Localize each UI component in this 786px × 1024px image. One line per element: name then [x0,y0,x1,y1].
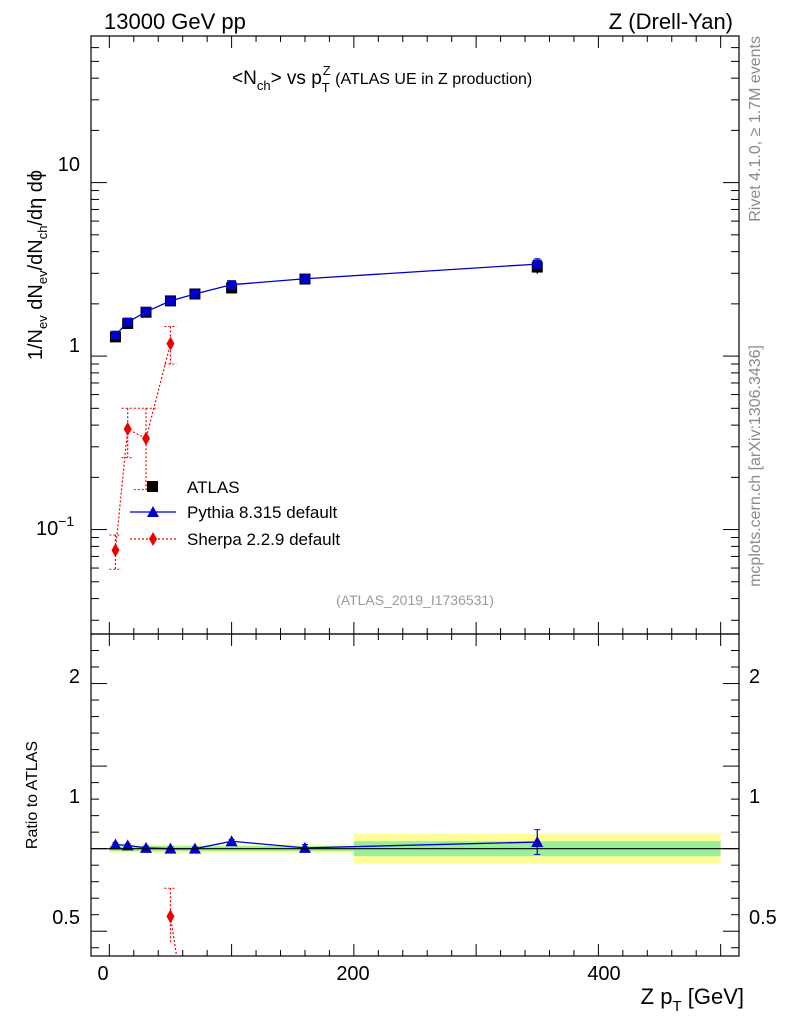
pythia-point [532,259,542,269]
ratio-pythia-point [121,839,134,851]
legend-entry-pythia: Pythia 8.315 default [130,503,338,522]
ratio-sherpa-line-right [169,916,178,956]
ratio-panel: 2 1 0.5 2 1 0.5 Ratio to ATLAS 0 200 400… [24,633,777,1015]
main-panel: <Nch> vs pTZ (ATLAS UE in Z production) … [25,35,740,635]
sherpa-point [142,431,151,446]
ratio-ytick-1-right: 1 [749,786,760,808]
sherpa-line [114,343,172,551]
ratio-sherpa-line-left [163,955,165,956]
rivet-version: Rivet 4.1.0, ≥ 1.7M events [747,36,764,222]
ytick-label-10: 10 [58,154,80,176]
plot-title: <Nch> vs pTZ (ATLAS UE in Z production) [232,63,532,95]
ratio-frame [90,633,740,957]
energy-label: 13000 GeV pp [104,9,246,34]
ratio-ytick-2: 2 [69,666,80,688]
pythia-point [227,280,237,290]
xtick-0: 0 [97,963,108,985]
ratio-pythia-point [140,841,153,853]
xlabel: Z pT [GeV] [641,984,744,1015]
legend-label-pythia: Pythia 8.315 default [187,503,338,522]
process-label: Z (Drell-Yan) [609,9,733,34]
ytick-label-0.1: 10−1 [36,513,74,540]
pythia-point [141,307,151,317]
ratio-ytick-0.5: 0.5 [52,907,80,929]
ratio-ytick-0.5-right: 0.5 [749,907,777,929]
ratio-ytick-1: 1 [69,786,80,808]
mcplots-credit: mcplots.cern.ch [arXiv:1306.3436] [747,345,764,587]
ytick-label-1: 1 [69,335,80,357]
analysis-id: (ATLAS_2019_I1736531) [336,592,494,608]
ratio-pythia-point [109,838,122,850]
pythia-point [300,274,310,284]
ratio-ytick-2-right: 2 [749,666,760,688]
pythia-point [190,289,200,299]
pythia-line [114,263,538,336]
main-ylabel: 1/Nev dNev/dNch/dη dϕ [25,170,50,360]
pythia-point [123,317,133,327]
sherpa-point [166,336,175,351]
xtick-400: 400 [587,963,620,985]
legend-entry-sherpa: Sherpa 2.2.9 default [130,530,340,549]
ratio-pythia-point [531,836,544,848]
legend: ATLAS Pythia 8.315 default Sherpa 2.2.9 … [130,478,340,549]
ratio-sherpa-point [166,909,175,924]
ratio-pythia-point [225,835,238,847]
legend-label-sherpa: Sherpa 2.2.9 default [187,530,340,549]
pythia-point [165,296,175,306]
sherpa-point [111,543,120,558]
sherpa-point [123,421,132,436]
main-axis-ticks [91,35,739,634]
ratio-axis-ticks [91,634,739,956]
legend-entry-atlas: ATLAS [147,478,240,497]
pythia-point [110,330,120,340]
legend-label-atlas: ATLAS [187,478,240,497]
ratio-pythia-point [298,841,311,853]
ratio-sherpa-line-right-tail [176,955,178,956]
ratio-ylabel: Ratio to ATLAS [24,741,41,849]
xtick-200: 200 [336,963,369,985]
